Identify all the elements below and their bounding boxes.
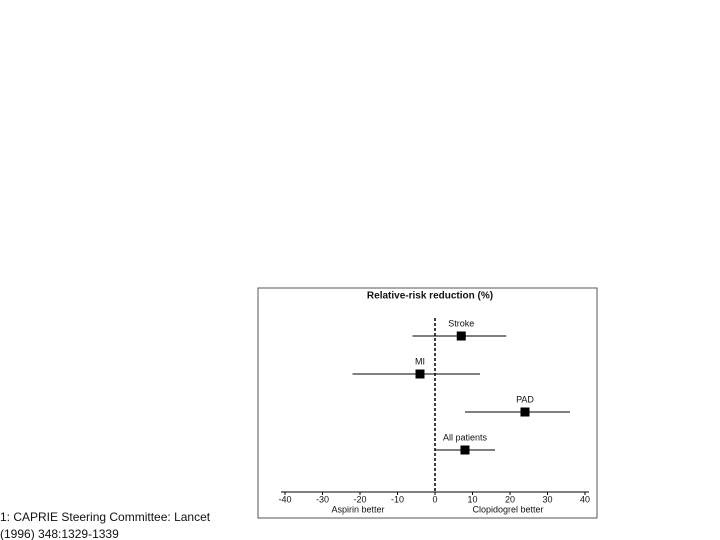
row-label: PAD	[516, 394, 534, 404]
chart-title: Relative-risk reduction (%)	[367, 291, 493, 302]
x-tick-label: -30	[316, 494, 329, 504]
row-label: Stroke	[448, 318, 474, 328]
x-tick-label: 20	[505, 494, 515, 504]
row-label: MI	[415, 356, 425, 366]
x-tick-label: -10	[391, 494, 404, 504]
row-label: All patients	[443, 432, 488, 442]
citation: 1: CAPRIE Steering Committee: Lancet	[0, 510, 211, 524]
x-tick-label: 0	[432, 494, 437, 504]
point-estimate	[520, 407, 530, 417]
chart-frame	[257, 287, 598, 519]
x-tick-label: -40	[278, 494, 291, 504]
citation: (1996) 348:1329-1339	[0, 527, 119, 540]
annotation: Aspirin better	[331, 504, 384, 514]
x-tick-label: -20	[353, 494, 366, 504]
annotation: Clopidogrel better	[472, 504, 543, 514]
x-tick-label: 10	[467, 494, 477, 504]
point-estimate	[456, 331, 466, 341]
x-tick-label: 30	[542, 494, 552, 504]
point-estimate	[415, 369, 425, 379]
x-tick-label: 40	[580, 494, 590, 504]
point-estimate	[460, 445, 470, 455]
